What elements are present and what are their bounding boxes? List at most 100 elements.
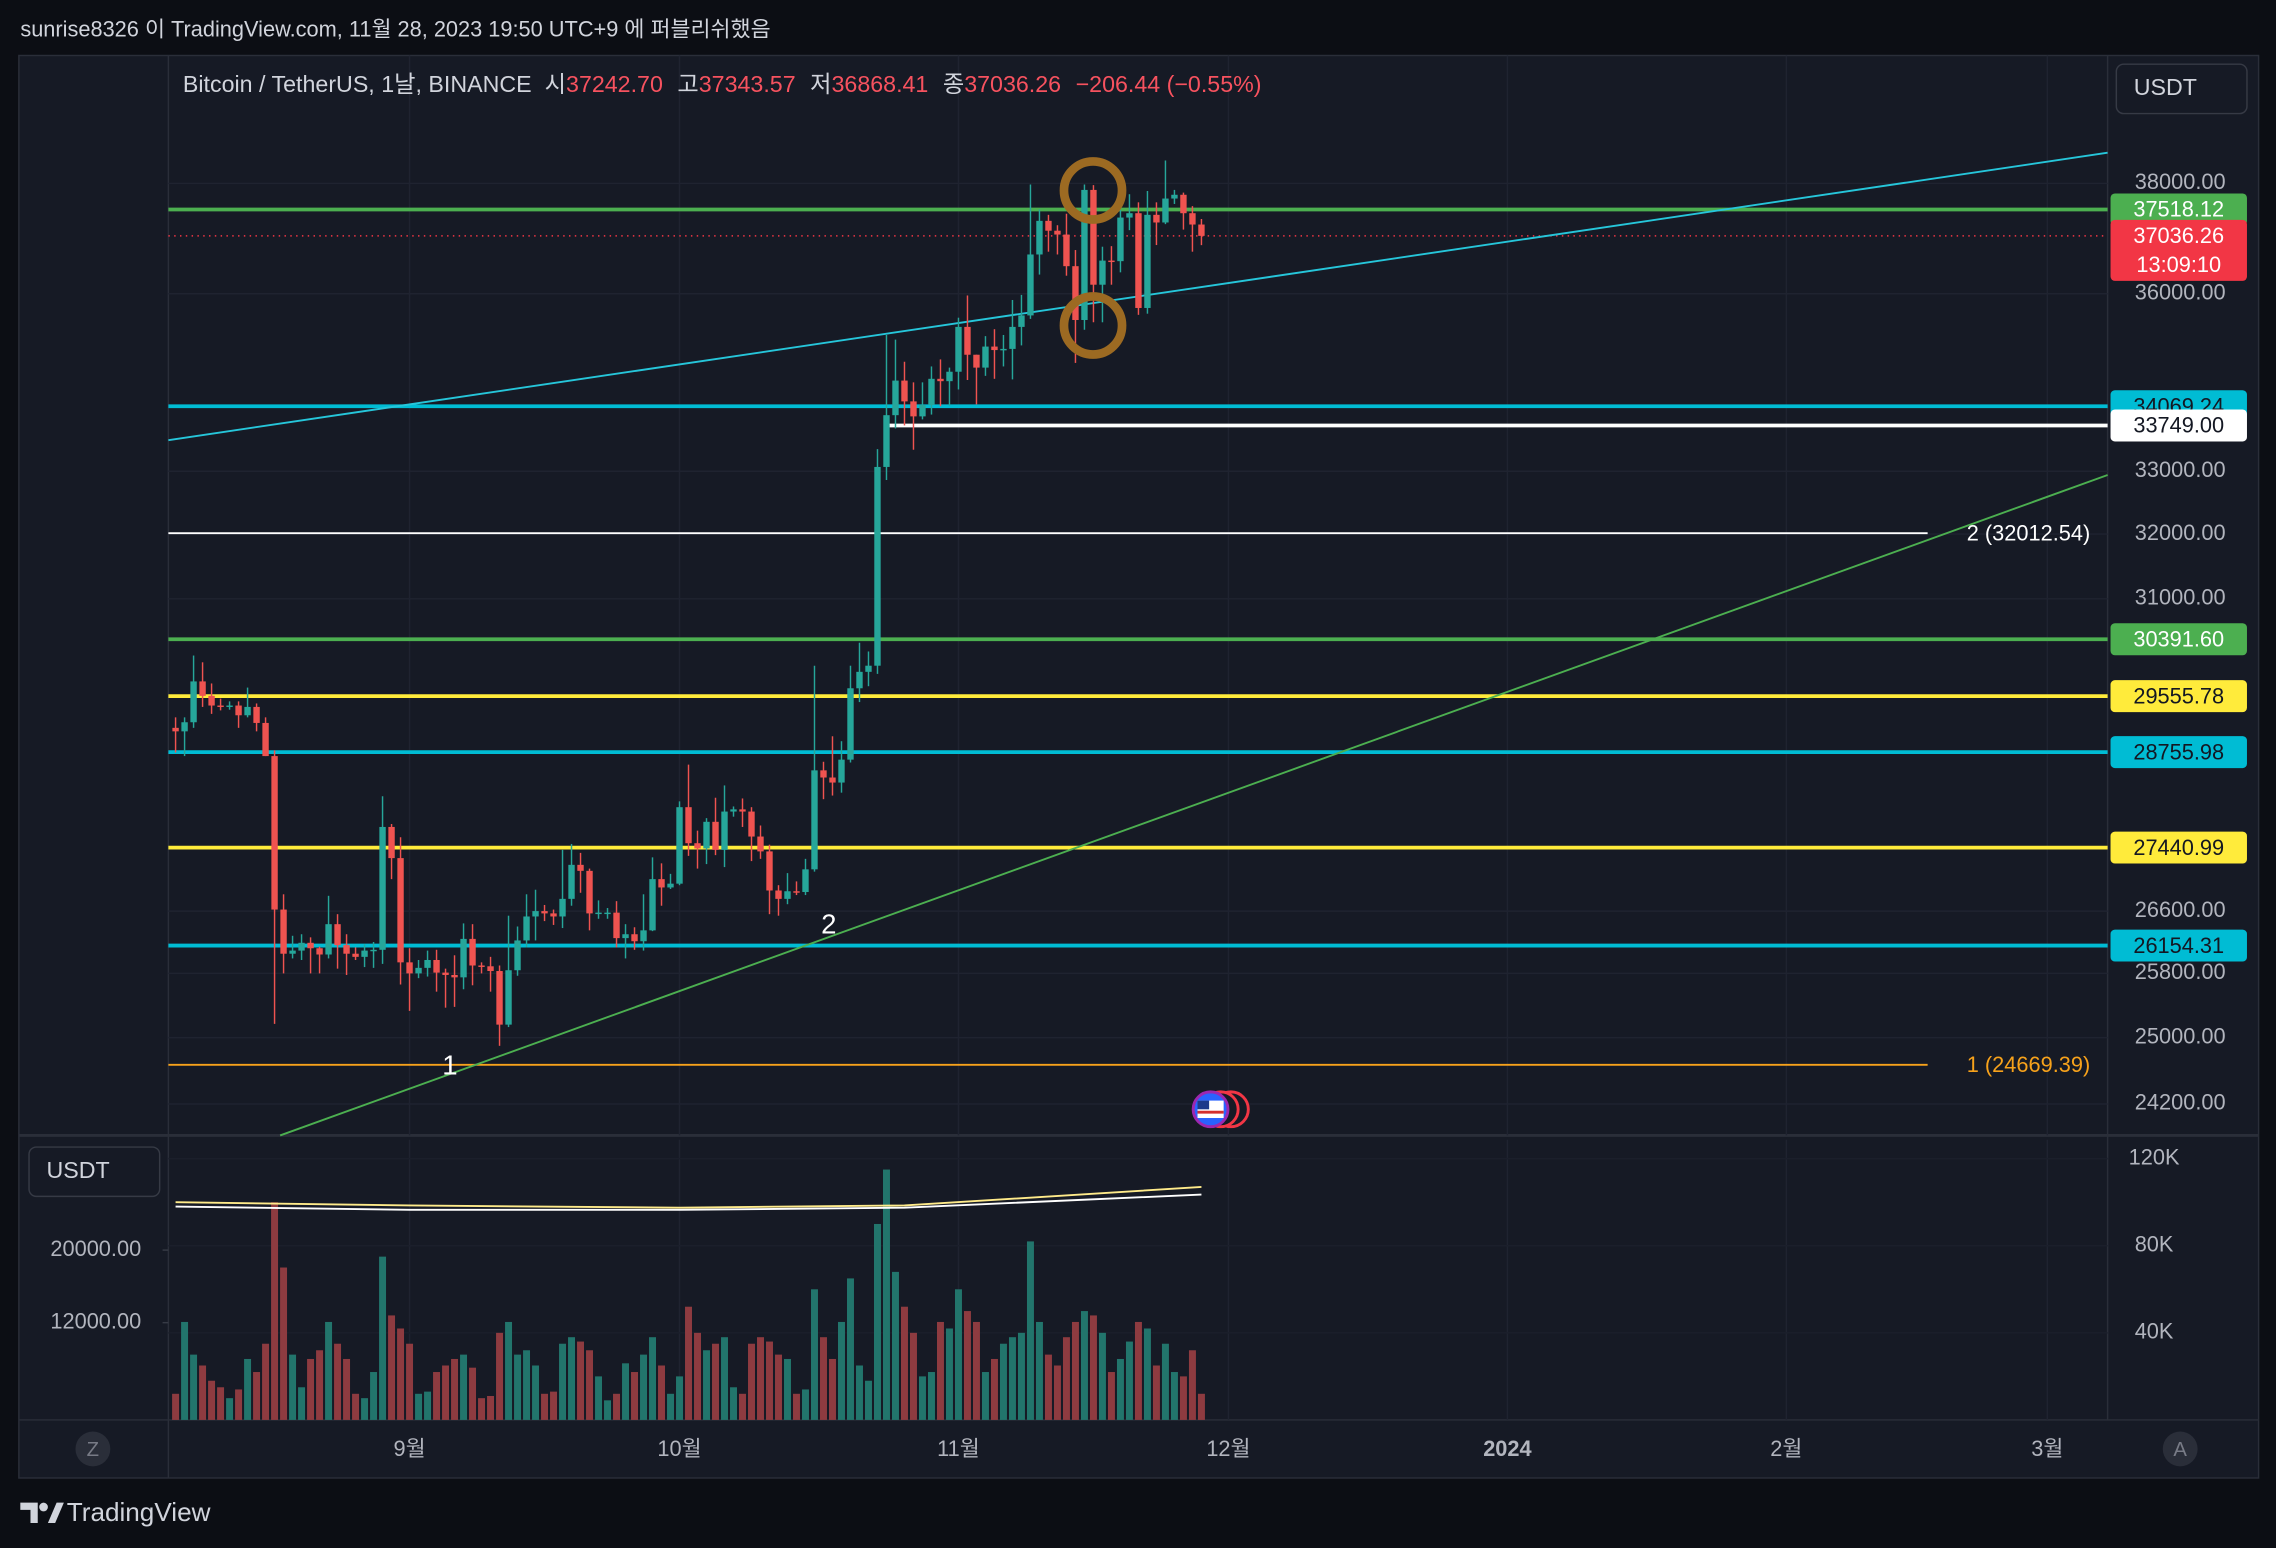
volume-bar xyxy=(757,1337,764,1420)
ohlc-value: 37242.70 xyxy=(566,71,663,97)
candle-body xyxy=(739,809,746,812)
candle-body xyxy=(244,706,251,716)
volume-bar xyxy=(1089,1315,1097,1420)
candle-body xyxy=(658,879,665,888)
volume-bar xyxy=(568,1337,576,1420)
candle-body xyxy=(649,879,656,931)
volume-bar xyxy=(397,1328,405,1420)
volume-bar xyxy=(469,1367,477,1420)
candle-body xyxy=(1054,230,1061,235)
zoom-button[interactable] xyxy=(75,1431,111,1467)
level-tag xyxy=(2110,736,2247,769)
level-tag-label: 27440.99 xyxy=(2133,835,2224,860)
annotation: 2 xyxy=(821,909,836,940)
candle-body xyxy=(766,851,773,891)
candle-body xyxy=(820,770,827,778)
auto-label: A xyxy=(2173,1439,2187,1461)
candle-body xyxy=(667,883,674,888)
volume-bar xyxy=(1026,1241,1034,1420)
volume-bar xyxy=(433,1372,441,1420)
candle-body xyxy=(919,404,926,417)
volume-bar xyxy=(613,1393,621,1420)
volume xyxy=(172,1169,1205,1420)
volume-bar xyxy=(640,1354,647,1420)
currency-button[interactable] xyxy=(2115,63,2248,115)
volume-ma-line xyxy=(175,1186,1202,1209)
last-price-tag xyxy=(2110,219,2247,281)
currency-label: USDT xyxy=(2134,74,2197,100)
volume-bar xyxy=(172,1393,180,1420)
volume-bar xyxy=(442,1365,450,1420)
volume-bar xyxy=(595,1376,603,1420)
candle-body xyxy=(352,953,359,957)
auto-button[interactable] xyxy=(2162,1431,2198,1467)
volume-bar xyxy=(972,1321,980,1420)
volume-bar xyxy=(676,1376,683,1420)
ohlc-key: 고 xyxy=(677,71,698,97)
volume-bar xyxy=(847,1278,854,1420)
candle-body xyxy=(469,938,476,966)
candle-body xyxy=(721,811,728,850)
volume-bar xyxy=(1188,1350,1196,1420)
y-tick-label: 36000.00 xyxy=(2135,280,2226,305)
volume-bar xyxy=(856,1365,863,1420)
candle-body xyxy=(370,949,377,952)
candle-body xyxy=(460,938,467,978)
candle-body xyxy=(523,916,530,941)
candle-body xyxy=(1198,224,1205,236)
volume-bar xyxy=(685,1306,692,1420)
candle-body xyxy=(1000,348,1007,351)
volume-bar xyxy=(289,1354,297,1420)
candle-body xyxy=(388,826,395,859)
volume-bar xyxy=(891,1271,899,1420)
volume-bar xyxy=(874,1223,881,1420)
level-tag-label: 33749.00 xyxy=(2133,413,2224,438)
candle-body xyxy=(433,959,440,973)
level-tag-label: 28755.98 xyxy=(2133,739,2224,764)
candle-body xyxy=(874,466,881,666)
y-tick-label: 120K xyxy=(2129,1144,2180,1169)
y-tick-label: 25800.00 xyxy=(2135,959,2226,984)
volume-bar xyxy=(316,1350,324,1420)
brand: TradingView xyxy=(67,1497,211,1527)
event-flags[interactable] xyxy=(1191,1090,1250,1129)
candle-body xyxy=(622,934,629,939)
ohlc-value: 37343.57 xyxy=(699,71,796,97)
logo-shape xyxy=(47,1502,64,1523)
volume-bar xyxy=(1062,1337,1070,1420)
countdown-label: 13:09:10 xyxy=(2136,252,2221,277)
candle-body xyxy=(748,811,755,837)
volume-bar xyxy=(244,1358,252,1420)
candle-body xyxy=(1090,189,1097,285)
level-tag-label: 30391.60 xyxy=(2133,626,2224,651)
candle-body xyxy=(514,940,521,971)
volume-bar xyxy=(415,1393,423,1420)
volume-bar xyxy=(820,1337,827,1420)
volume-bar xyxy=(865,1380,872,1420)
candle-body xyxy=(1126,213,1133,218)
volume-bar xyxy=(253,1372,261,1420)
volume-bar xyxy=(882,1169,890,1420)
candle-body xyxy=(253,706,260,723)
candle-body xyxy=(856,671,863,689)
volume-bar xyxy=(451,1358,459,1420)
volume-bar xyxy=(1098,1332,1106,1420)
candle-body xyxy=(334,924,341,946)
candle-body xyxy=(532,911,539,917)
candle-body xyxy=(703,821,710,849)
ohlc-key: 시 xyxy=(545,71,566,97)
volume-bar xyxy=(271,1202,279,1420)
candle-body xyxy=(811,770,818,870)
volume-bar xyxy=(649,1337,656,1420)
candle-body xyxy=(973,354,980,368)
volume-bar xyxy=(235,1389,243,1420)
volume-currency-button[interactable] xyxy=(28,1146,161,1198)
y-tick-label: 80K xyxy=(2135,1232,2174,1257)
y-tick-label: 33000.00 xyxy=(2135,457,2226,482)
candle-body xyxy=(964,326,971,355)
level-tag xyxy=(2110,831,2247,864)
volume-bar xyxy=(622,1363,630,1420)
flag-icon xyxy=(1197,1100,1210,1110)
candle-body xyxy=(487,966,494,972)
volume-bar xyxy=(1143,1328,1151,1420)
